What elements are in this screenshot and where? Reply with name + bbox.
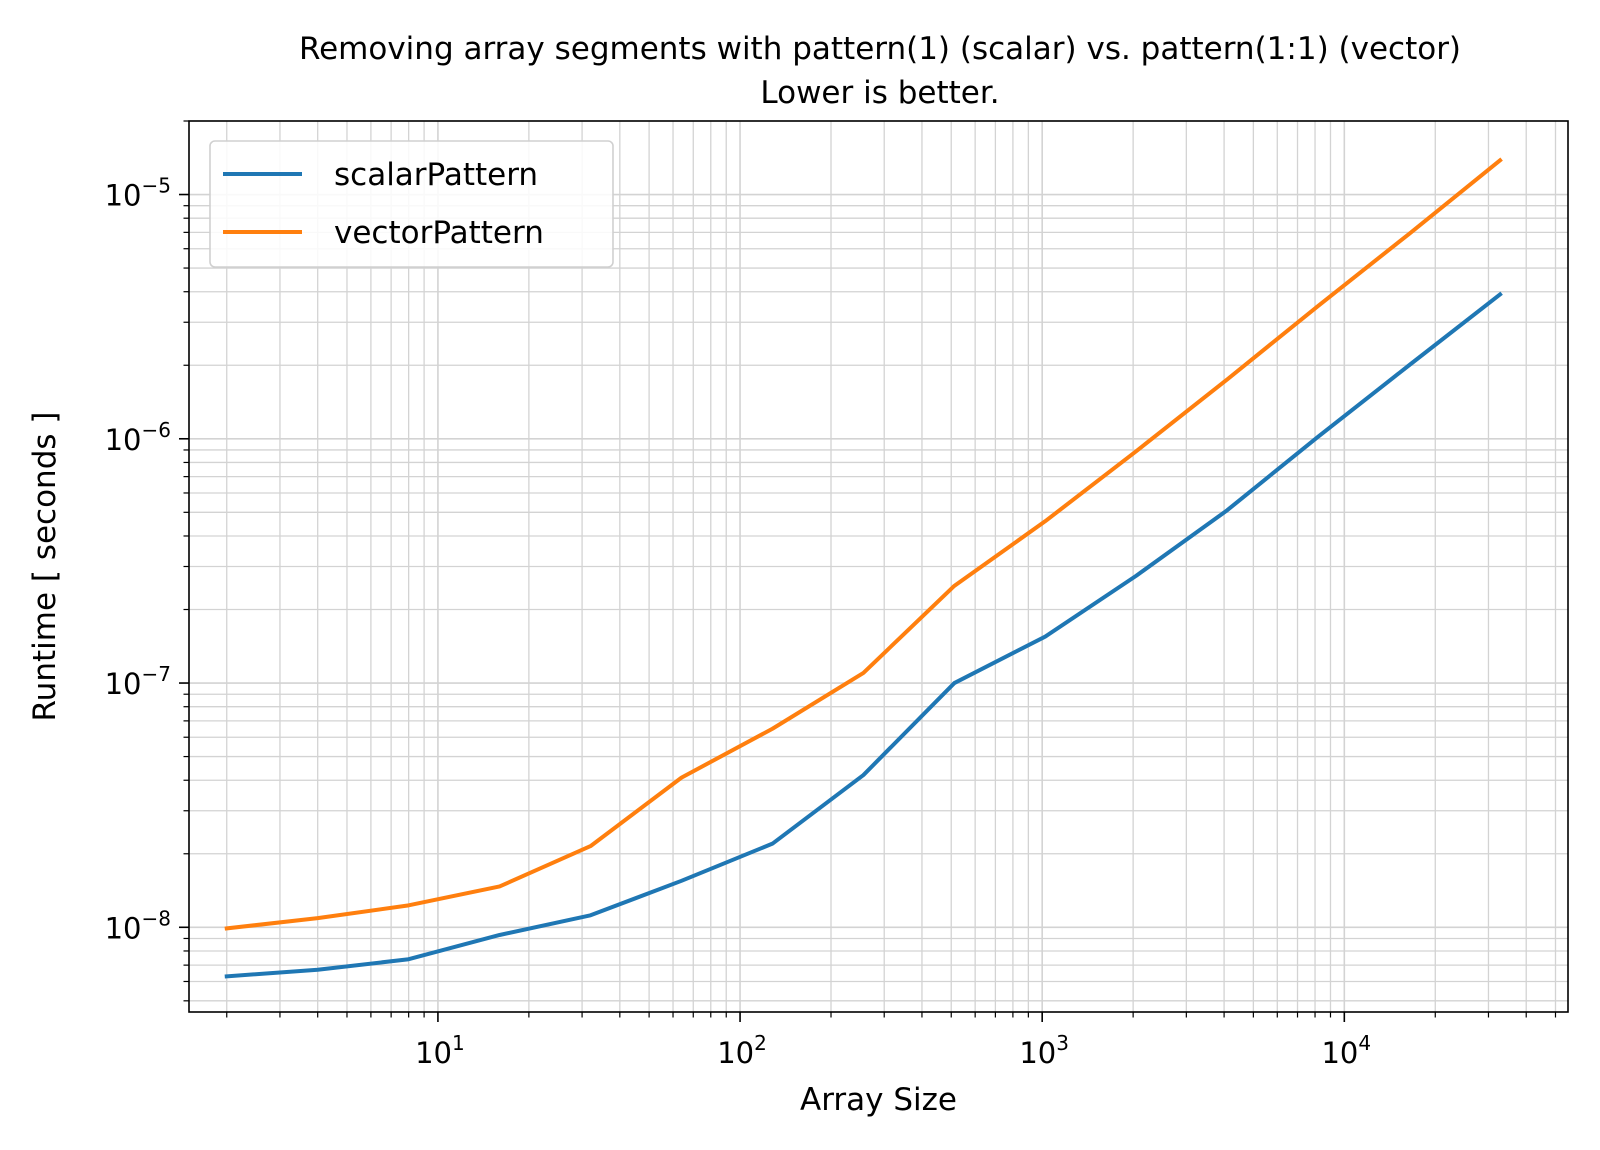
- y-axis-label: Runtime [ seconds ]: [27, 412, 63, 722]
- legend-label-vectorPattern: vectorPattern: [334, 215, 544, 251]
- legend-label-scalarPattern: scalarPattern: [334, 157, 538, 193]
- x-axis-label: Array Size: [800, 1082, 957, 1118]
- x-tick-label: 104: [1321, 1031, 1371, 1070]
- chart-title: Removing array segments with pattern(1) …: [299, 31, 1461, 67]
- series-line-scalarPattern: [224, 291, 1503, 979]
- x-tick-label: 102: [717, 1031, 767, 1070]
- axis-ticks: 101 102 103 104 10−8 10−7 10−6 10−5: [105, 120, 1557, 1070]
- series-line-vectorPattern: [224, 157, 1503, 931]
- y-tick-label: 10−7: [105, 662, 171, 701]
- y-tick-label: 10−5: [105, 174, 171, 213]
- x-tick-label: 101: [415, 1031, 465, 1070]
- y-tick-label: 10−8: [105, 906, 171, 945]
- chart-subtitle: Lower is better.: [760, 75, 999, 111]
- grid: [189, 120, 1568, 1012]
- y-tick-label: 10−6: [105, 418, 171, 457]
- series-lines: [224, 157, 1503, 979]
- x-tick-label: 103: [1019, 1031, 1069, 1070]
- legend-box: [209, 140, 614, 268]
- legend: scalarPattern vectorPattern: [209, 140, 614, 268]
